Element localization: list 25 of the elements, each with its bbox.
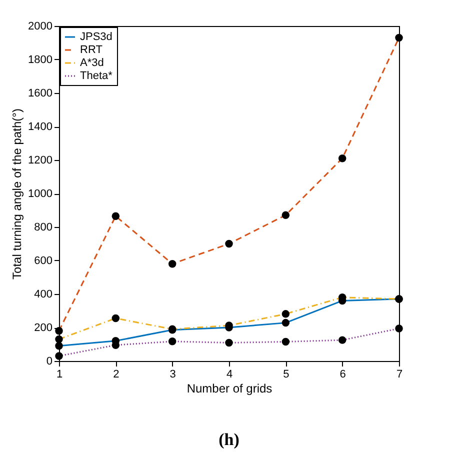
y-tick-label: 1200 — [28, 154, 52, 166]
y-tick-label: 1400 — [28, 121, 52, 133]
x-tick-label: 7 — [396, 368, 403, 380]
y-tick-label: 200 — [34, 322, 52, 334]
x-tick-label: 1 — [56, 368, 63, 380]
legend-label: RRT — [80, 44, 103, 56]
y-tick-label: 800 — [34, 222, 52, 234]
y-axis-title: Total turning angle of the path(°) — [10, 108, 24, 280]
legend-label: Theta* — [80, 70, 114, 82]
x-tick-label: 5 — [283, 368, 290, 380]
y-tick-label: 600 — [34, 255, 52, 267]
x-axis-title: Number of grids — [186, 382, 272, 396]
y-tick-label: 1800 — [28, 54, 52, 66]
x-tick-label: 6 — [340, 368, 346, 380]
legend-label: A*3d — [80, 57, 104, 69]
x-tick-label: 2 — [113, 368, 120, 380]
y-tick-label: 400 — [34, 288, 52, 300]
text: (h) — [218, 430, 240, 449]
y-tick-label: 2000 — [28, 20, 52, 32]
y-tick-label: 0 — [46, 356, 52, 368]
x-tick-label: 3 — [170, 368, 176, 380]
legend-label: JPS3d — [80, 31, 112, 43]
y-tick-label: 1600 — [28, 88, 52, 100]
x-tick-label: 4 — [226, 368, 233, 380]
y-tick-label: 1000 — [28, 188, 52, 200]
